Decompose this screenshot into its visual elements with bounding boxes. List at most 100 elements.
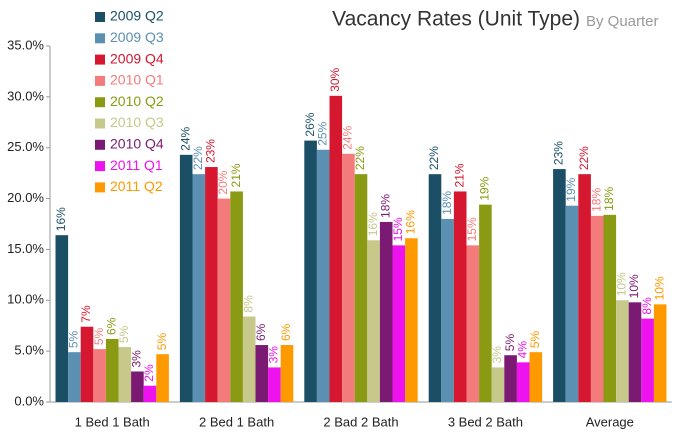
bar	[342, 153, 355, 402]
legend-swatch	[95, 33, 105, 44]
data-label: 5%	[92, 327, 106, 345]
data-label: 21%	[452, 163, 466, 187]
bar	[479, 204, 492, 402]
data-label: 18%	[602, 186, 616, 210]
data-label: 23%	[204, 139, 218, 163]
data-label: 22%	[577, 146, 591, 170]
legend-label: 2010 Q1	[110, 72, 164, 88]
bar	[179, 154, 193, 402]
data-label: 26%	[303, 112, 317, 136]
bar	[379, 221, 393, 402]
bar	[466, 245, 480, 402]
legend-label: 2011 Q1	[110, 157, 163, 173]
bar	[192, 174, 206, 402]
bar	[491, 367, 505, 402]
bar	[367, 240, 380, 402]
bar	[316, 149, 330, 402]
y-tick-label: 20.0%	[7, 190, 44, 205]
chart-subtitle: By Quarter	[586, 13, 659, 30]
data-label: 10%	[652, 276, 666, 300]
y-tick-label: 10.0%	[7, 292, 44, 307]
data-label: 18%	[440, 191, 454, 215]
data-label: 15%	[391, 217, 405, 241]
data-label: 24%	[341, 125, 355, 149]
bar	[616, 300, 629, 402]
legend-label: 2009 Q4	[110, 50, 164, 66]
legend-swatch	[95, 97, 105, 108]
data-label: 16%	[366, 212, 380, 236]
data-label: 22%	[427, 146, 441, 170]
y-tick-label: 15.0%	[7, 241, 44, 256]
x-tick-label: 1 Bed 1 Bath	[75, 414, 150, 429]
x-tick-label: Average	[586, 414, 634, 429]
data-label: 23%	[552, 141, 566, 165]
bar	[205, 167, 218, 402]
bar	[304, 140, 317, 402]
data-label: 7%	[79, 305, 93, 323]
bar	[529, 352, 543, 402]
data-label: 6%	[104, 317, 118, 335]
data-label: 3%	[490, 346, 504, 364]
bar	[280, 345, 294, 402]
data-label: 2%	[142, 364, 156, 382]
bar	[143, 385, 157, 402]
bar	[354, 174, 368, 402]
y-tick-label: 0.0%	[14, 393, 44, 408]
data-label: 19%	[564, 177, 578, 201]
data-label: 16%	[404, 210, 418, 234]
data-label: 22%	[191, 146, 205, 170]
data-label: 6%	[254, 323, 268, 341]
data-label: 19%	[478, 176, 492, 200]
x-tick-label: 2 Bad 2 Bath	[323, 414, 398, 429]
data-label: 4%	[515, 341, 529, 359]
data-label: 20%	[216, 170, 230, 194]
bar	[80, 326, 94, 402]
data-label: 15%	[465, 217, 479, 241]
bar	[628, 302, 642, 402]
bar	[156, 354, 169, 402]
data-label: 5%	[117, 325, 131, 343]
legend-label: 2011 Q2	[110, 178, 163, 194]
bar	[653, 304, 667, 402]
data-label: 3%	[267, 346, 281, 364]
bar	[255, 345, 269, 402]
data-label: 5%	[155, 333, 169, 351]
data-label: 10%	[627, 274, 641, 298]
y-tick-label: 5.0%	[14, 343, 44, 358]
y-tick-label: 30.0%	[7, 88, 44, 103]
bar	[441, 218, 454, 402]
legend-label: 2010 Q4	[110, 136, 164, 152]
data-label: 8%	[640, 297, 654, 315]
y-tick-label: 25.0%	[7, 139, 44, 154]
legend-label: 2009 Q2	[110, 8, 164, 24]
legend-swatch	[95, 118, 105, 129]
bar	[329, 95, 343, 402]
bar	[428, 174, 442, 402]
legend-swatch	[95, 182, 105, 193]
data-label: 8%	[241, 295, 255, 313]
bar	[118, 347, 132, 402]
data-label: 18%	[589, 188, 603, 212]
data-label: 21%	[229, 163, 243, 187]
data-label: 10%	[615, 272, 629, 296]
data-label: 5%	[528, 330, 542, 348]
x-tick-label: 3 Bed 2 Bath	[448, 414, 523, 429]
bar	[504, 355, 517, 402]
legend-swatch	[95, 75, 105, 86]
data-label: 6%	[279, 323, 293, 341]
x-tick-label: 2 Bed 1 Bath	[199, 414, 274, 429]
legend-label: 2010 Q2	[110, 93, 164, 109]
bar	[453, 191, 467, 402]
bar	[93, 349, 106, 402]
legend-swatch	[95, 161, 105, 172]
legend-label: 2009 Q3	[110, 29, 164, 45]
data-label: 18%	[378, 194, 392, 218]
legend-label: 2010 Q3	[110, 114, 164, 130]
data-label: 5%	[67, 330, 81, 348]
bar	[55, 235, 69, 402]
bar	[230, 191, 243, 402]
bar	[131, 371, 144, 402]
chart-title: Vacancy Rates (Unit Type)	[332, 8, 580, 31]
